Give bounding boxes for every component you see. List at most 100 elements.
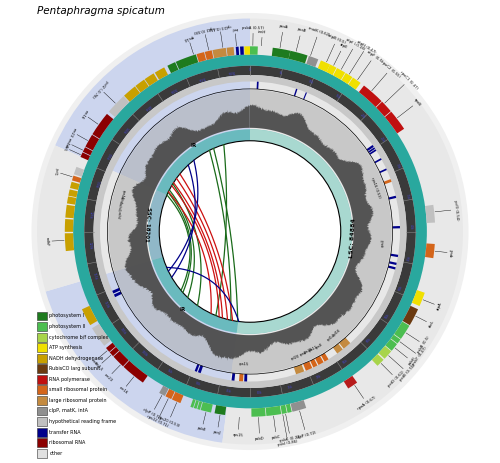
Text: 110k: 110k: [103, 300, 110, 309]
Text: rpl2 (0.58): rpl2 (0.58): [194, 25, 214, 33]
Wedge shape: [280, 405, 287, 414]
Text: rps20 (0.53): rps20 (0.53): [157, 416, 180, 429]
Wedge shape: [385, 112, 404, 133]
Text: ycf2 (-0.78): ycf2 (-0.78): [91, 79, 109, 98]
Text: rps15: rps15: [118, 189, 126, 200]
Text: 20k: 20k: [359, 113, 366, 119]
Wedge shape: [286, 404, 292, 413]
Text: rpl16: rpl16: [332, 328, 342, 337]
Text: psaA: psaA: [278, 24, 288, 30]
Wedge shape: [148, 190, 167, 260]
Bar: [37, 428, 47, 437]
Text: rrn5: rrn5: [90, 358, 98, 366]
Text: atpH (0.47): atpH (0.47): [356, 39, 377, 54]
Text: rps15: rps15: [232, 432, 243, 437]
Wedge shape: [136, 80, 149, 93]
Wedge shape: [310, 359, 318, 368]
Text: 100k: 100k: [140, 350, 149, 357]
Wedge shape: [82, 306, 98, 325]
Bar: [37, 364, 47, 373]
Wedge shape: [315, 356, 324, 365]
Wedge shape: [376, 102, 391, 117]
Polygon shape: [124, 104, 374, 361]
Text: rpoB: rpoB: [413, 98, 422, 107]
Text: psbI (0.86): psbI (0.86): [278, 439, 298, 447]
Text: 35k: 35k: [404, 193, 410, 199]
Text: 155k: 155k: [197, 75, 205, 81]
Text: IR: IR: [190, 143, 197, 148]
Wedge shape: [66, 205, 75, 218]
Wedge shape: [380, 169, 387, 173]
Text: ndhG: ndhG: [116, 202, 121, 212]
Text: 30k: 30k: [394, 163, 400, 170]
Wedge shape: [372, 354, 384, 366]
Wedge shape: [205, 50, 214, 60]
Wedge shape: [342, 73, 352, 84]
Text: matK (0.62): matK (0.62): [308, 26, 330, 38]
Wedge shape: [388, 196, 396, 200]
Bar: [37, 332, 47, 342]
Bar: [37, 343, 47, 352]
Text: atpA: atpA: [436, 301, 443, 311]
Text: rps14: rps14: [182, 34, 194, 41]
Text: LSC: 84884: LSC: 84884: [349, 218, 356, 258]
Text: 55k: 55k: [384, 312, 390, 319]
Wedge shape: [37, 145, 250, 292]
Text: petD (0.61): petD (0.61): [387, 369, 406, 388]
Text: 50k: 50k: [398, 284, 404, 291]
Wedge shape: [222, 19, 463, 444]
Bar: [37, 375, 47, 384]
Text: 140k: 140k: [121, 125, 129, 134]
Text: atpI (-0.18): atpI (-0.18): [345, 38, 366, 51]
Wedge shape: [244, 46, 250, 55]
Bar: [37, 396, 47, 405]
Wedge shape: [290, 400, 306, 412]
Wedge shape: [32, 13, 469, 450]
Text: atpB (0.5): atpB (0.5): [328, 33, 346, 45]
Text: 160k: 160k: [228, 69, 235, 74]
Text: trnH: trnH: [258, 30, 266, 34]
Text: transfer RNA: transfer RNA: [50, 430, 81, 435]
Wedge shape: [339, 338, 350, 349]
Text: 135k: 135k: [104, 151, 112, 160]
Wedge shape: [55, 19, 250, 232]
Text: clpP, matK, intA: clpP, matK, intA: [50, 408, 88, 413]
Text: psbT (0.47): psbT (0.47): [412, 347, 428, 367]
Text: rbcL: rbcL: [428, 319, 435, 329]
Wedge shape: [333, 344, 343, 354]
Wedge shape: [366, 145, 374, 151]
Wedge shape: [368, 147, 375, 153]
Bar: [37, 322, 47, 331]
Text: NADH dehydrogenase: NADH dehydrogenase: [50, 356, 104, 361]
Text: 95k: 95k: [166, 368, 173, 375]
Wedge shape: [106, 343, 116, 352]
Wedge shape: [250, 46, 258, 55]
Text: 115k: 115k: [92, 272, 98, 280]
Text: 70k: 70k: [316, 374, 322, 380]
Wedge shape: [155, 68, 168, 80]
Wedge shape: [196, 52, 206, 62]
Wedge shape: [70, 182, 80, 190]
Bar: [37, 407, 47, 415]
Text: rrn23: rrn23: [68, 126, 76, 138]
Wedge shape: [236, 129, 352, 334]
Text: rrn16: rrn16: [118, 386, 128, 395]
Wedge shape: [92, 324, 111, 346]
Wedge shape: [294, 364, 304, 374]
Text: psaB: psaB: [296, 27, 306, 34]
Text: rrn16: rrn16: [79, 109, 88, 119]
Wedge shape: [73, 55, 427, 408]
Wedge shape: [303, 361, 312, 371]
Wedge shape: [84, 66, 416, 397]
Text: clpP (0.72): clpP (0.72): [142, 407, 162, 421]
Text: 0: 0: [249, 69, 251, 72]
Wedge shape: [83, 147, 92, 155]
Text: 85k: 85k: [226, 389, 232, 394]
Text: rps15: rps15: [238, 363, 248, 367]
Wedge shape: [318, 61, 330, 72]
Text: rps36: rps36: [303, 347, 314, 355]
Text: 45k: 45k: [406, 255, 412, 261]
Wedge shape: [198, 365, 203, 373]
Wedge shape: [124, 87, 140, 102]
Text: cytochrome b/f complex: cytochrome b/f complex: [50, 335, 109, 339]
